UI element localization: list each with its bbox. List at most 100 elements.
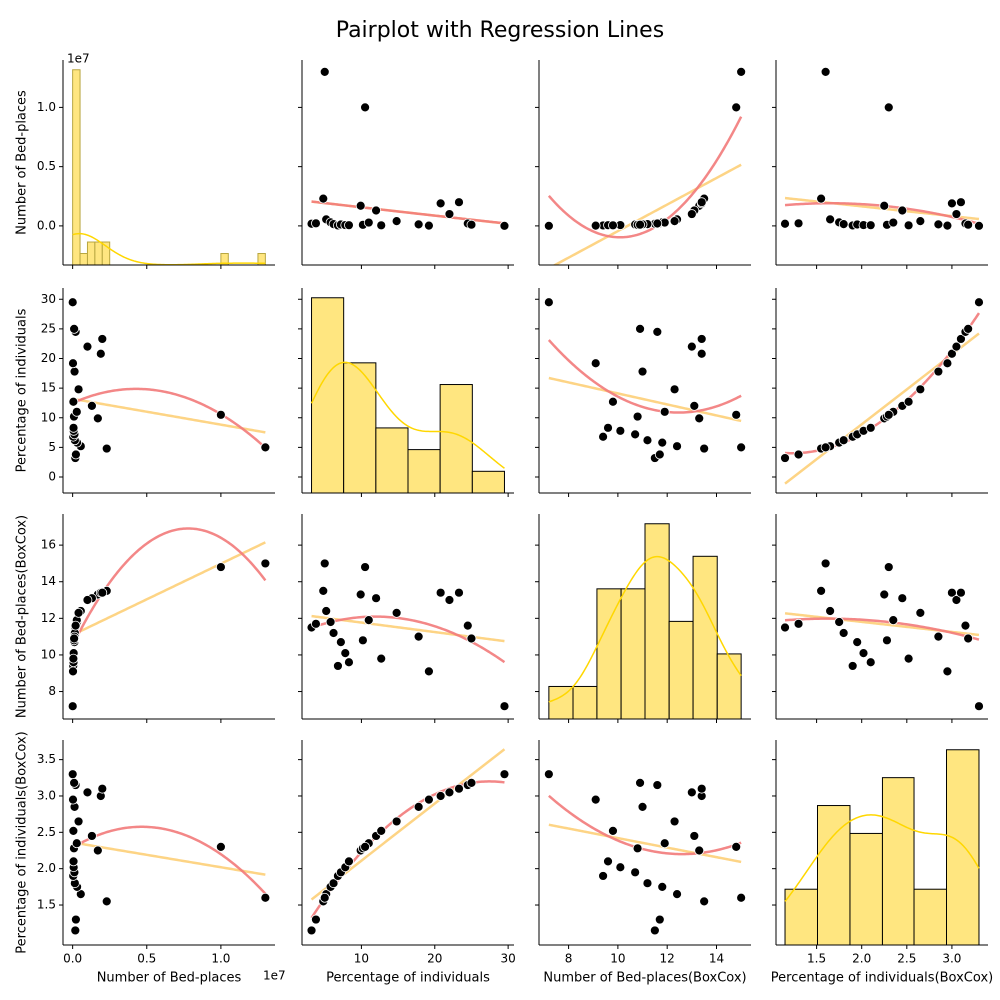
- scatter-point: [652, 326, 663, 337]
- hist-bar: [220, 253, 229, 265]
- scatter-point: [736, 892, 747, 903]
- scatter-point: [70, 914, 81, 925]
- quadratic-fit: [548, 794, 742, 856]
- hist-bar: [692, 555, 718, 719]
- y-axis-label: Percentage of individuals: [15, 308, 30, 472]
- scatter-point: [915, 216, 926, 227]
- quadratic-fit: [784, 312, 981, 455]
- scatter-point: [947, 348, 957, 359]
- hist-bar: [620, 588, 646, 719]
- scatter-point: [543, 220, 554, 231]
- scatter-point: [694, 413, 705, 424]
- scatter-point: [376, 825, 387, 836]
- scatter-point: [344, 657, 354, 668]
- scatter-point: [652, 218, 663, 229]
- panel: [780, 558, 984, 712]
- scatter-point: [731, 841, 742, 852]
- scatter-point: [499, 701, 510, 712]
- scatter-point: [92, 413, 103, 424]
- hist-bar: [407, 449, 441, 493]
- scatter-point: [69, 777, 80, 788]
- scatter-point: [951, 341, 962, 352]
- scatter-point: [947, 198, 957, 209]
- scatter-point: [630, 867, 641, 878]
- scatter-point: [413, 219, 424, 230]
- scatter-point: [97, 587, 108, 598]
- scatter-point: [70, 449, 81, 460]
- x-axis-label: Number of Bed-places: [97, 971, 242, 986]
- scatter-point: [68, 358, 78, 369]
- scatter-point: [319, 558, 330, 569]
- x-tick-label: 1.5: [807, 952, 826, 966]
- scatter-point: [654, 914, 665, 925]
- scatter-point: [669, 816, 680, 827]
- scatter-point: [608, 220, 618, 231]
- scatter-point: [355, 589, 366, 600]
- scatter-point: [686, 787, 697, 798]
- scatter-point: [838, 219, 849, 230]
- scatter-point: [699, 443, 710, 454]
- hist-bar: [849, 832, 883, 945]
- scatter-point: [462, 620, 473, 631]
- scatter-point: [879, 589, 890, 600]
- scatter-point: [963, 323, 974, 334]
- linear-fit: [72, 841, 266, 876]
- scatter-point: [689, 831, 700, 841]
- panel: [543, 66, 747, 265]
- scatter-point: [820, 66, 831, 77]
- chart-title: Pairplot with Regression Lines: [336, 18, 664, 43]
- scatter-point: [865, 422, 876, 433]
- scatter-point: [68, 856, 79, 867]
- scatter-point: [696, 197, 707, 208]
- scatter-point: [466, 633, 477, 644]
- scatter-point: [444, 209, 455, 219]
- scatter-point: [325, 617, 336, 627]
- scatter-point: [70, 925, 81, 936]
- scatter-point: [689, 401, 700, 411]
- panel: [306, 66, 510, 231]
- scatter-point: [318, 193, 329, 204]
- scatter-point: [825, 606, 836, 616]
- quadratic-fit: [310, 780, 505, 919]
- scatter-point: [635, 777, 645, 788]
- scatter-point: [435, 791, 446, 801]
- scatter-point: [608, 396, 618, 407]
- linear-fit: [72, 397, 266, 434]
- scatter-point: [590, 220, 601, 231]
- scatter-point: [69, 366, 80, 377]
- scatter-point: [960, 620, 971, 631]
- scatter-point: [391, 607, 402, 618]
- scatter-point: [942, 358, 953, 369]
- y-tick-label: 2.0: [37, 861, 56, 875]
- scatter-point: [816, 193, 827, 204]
- scatter-point: [956, 587, 966, 598]
- scatter-point: [335, 637, 346, 648]
- scatter-point: [376, 220, 387, 231]
- y-tick-label: 0: [48, 470, 56, 484]
- scatter-point: [603, 422, 613, 433]
- scatter-point: [780, 453, 790, 463]
- scatter-point: [933, 219, 944, 230]
- x-axis-label: Percentage of individuals(BoxCox): [771, 971, 993, 986]
- scatter-point: [82, 341, 93, 352]
- x-axis-label: Number of Bed-places(BoxCox): [543, 971, 746, 986]
- scatter-point: [67, 297, 78, 308]
- y-tick-label: 12: [41, 611, 56, 625]
- scatter-point: [466, 777, 477, 788]
- quadratic-fit: [311, 200, 505, 225]
- scatter-point: [97, 783, 108, 794]
- scatter-point: [820, 558, 831, 569]
- scatter-point: [888, 217, 899, 228]
- hist-bar: [784, 888, 818, 945]
- scatter-point: [903, 396, 914, 407]
- panel: [543, 297, 747, 463]
- panel: [780, 66, 984, 231]
- scatter-point: [73, 384, 84, 395]
- y-tick-label: 3.5: [37, 752, 56, 766]
- scatter-point: [657, 881, 668, 892]
- scatter-point: [672, 441, 682, 452]
- scatter-point: [444, 787, 455, 798]
- scatter-point: [603, 856, 613, 867]
- scatter-point: [424, 666, 434, 677]
- scatter-point: [933, 631, 944, 642]
